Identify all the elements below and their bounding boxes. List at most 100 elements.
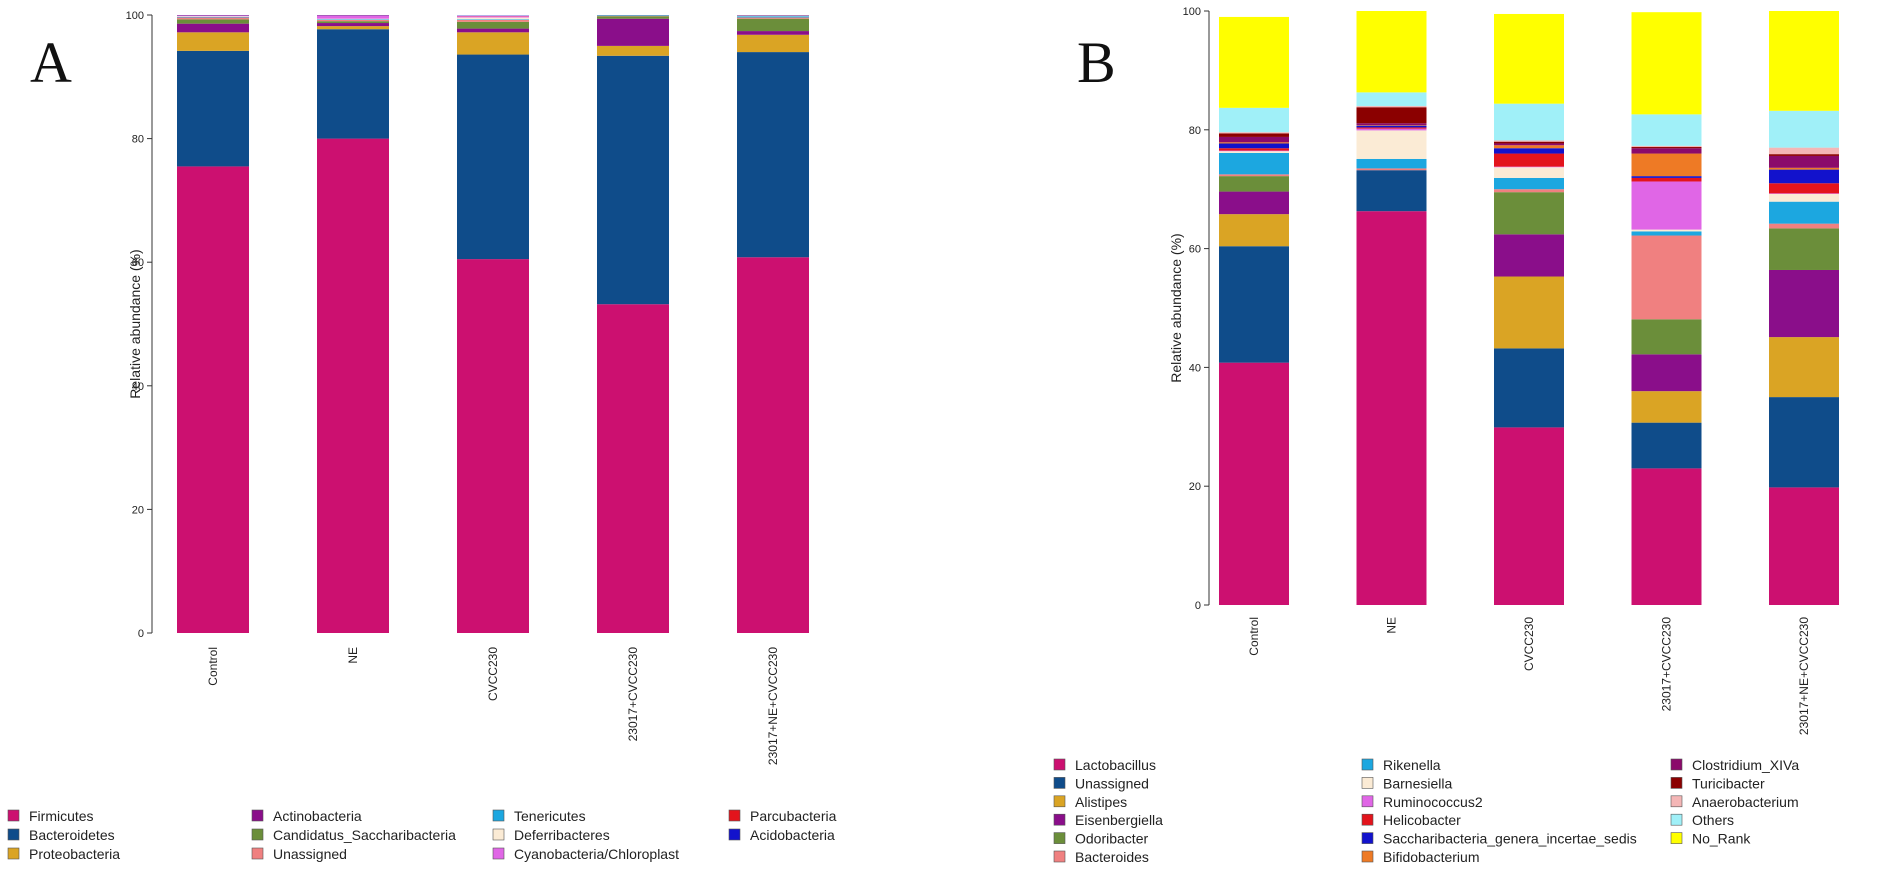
bar-segment-cvcc230-clostridium-xiva [1494, 143, 1564, 146]
legend-swatch [1053, 758, 1066, 771]
legend-swatch [1361, 758, 1374, 771]
legend-label: Cyanobacteria/Chloroplast [514, 846, 679, 862]
bar-segment-23017-ne-cvcc230-rikenella [1769, 201, 1839, 224]
bar-segment-ne-tenericutes [317, 19, 389, 20]
legend-label: Anaerobacterium [1692, 794, 1799, 810]
bar-segment-control-lactobacillus [1219, 362, 1289, 605]
bar-segment-23017-cvcc230-helicobacter [1631, 177, 1702, 182]
bar-segment-23017-cvcc230-barnesiella [1631, 229, 1702, 232]
x-category-label: 23017+CVCC230 [1660, 617, 1674, 712]
legend-label: Candidatus_Saccharibacteria [273, 827, 456, 843]
bar-segment-control-bifidobacterium [1219, 142, 1289, 144]
y-tick-label: 60 [132, 257, 144, 269]
bar-segment-23017-ne-cvcc230-no-rank [1769, 11, 1839, 111]
panel-label: A [30, 30, 72, 95]
legend-swatch [492, 809, 505, 822]
legend-label: Unassigned [1075, 775, 1149, 791]
legend-label: Rikenella [1383, 757, 1441, 773]
bar-segment-23017-ne-cvcc230-anaerobacterium [1769, 147, 1839, 155]
bar-segment-23017-cvcc230-no-rank [1631, 12, 1702, 115]
bar-segment-control-alistipes [1219, 214, 1289, 247]
bar-segment-cvcc230-proteobacteria [457, 32, 529, 55]
y-tick-label: 0 [138, 628, 144, 640]
legend-swatch [1053, 777, 1066, 789]
bar-segment-cvcc230-tenericutes [457, 19, 529, 20]
legend-label: Acidobacteria [750, 827, 835, 843]
bar-segment-control-clostridium-xiva [1219, 136, 1289, 143]
y-axis-label: Relative abundance (%) [1168, 233, 1184, 382]
bar-segment-cvcc230-candidatus-saccharibacteria [457, 21, 529, 29]
bar-segment-control-firmicutes [177, 166, 249, 633]
bar-segment-ne-proteobacteria [317, 26, 389, 30]
legend-swatch [1670, 832, 1683, 844]
y-tick-label: 60 [1189, 244, 1201, 256]
bar-segment-cvcc230-no-rank [1494, 13, 1564, 104]
bar-segment-cvcc230-turicibacter [1494, 141, 1564, 144]
bar-segment-23017-ne-cvcc230-candidatus-saccharibacteria [737, 18, 809, 32]
bar-segment-ne-candidatus-saccharibacteria [317, 21, 389, 24]
bar-segment-ne-rikenella [1356, 158, 1427, 169]
x-category-label: CVCC230 [486, 647, 500, 701]
bar-segment-cvcc230-helicobacter [1494, 153, 1564, 167]
x-category-label: NE [346, 647, 360, 664]
bar-segment-cvcc230-others [1494, 103, 1564, 141]
bar-segment-ne-deferribacteres [317, 18, 389, 20]
bar-segment-cvcc230-eisenbergiella [1494, 234, 1564, 277]
bar-segment-23017-ne-cvcc230-ruminococcus2 [1769, 193, 1839, 194]
bar-segment-23017-ne-cvcc230-helicobacter [1769, 183, 1839, 194]
bar-segment-23017-ne-cvcc230-odoribacter [1769, 228, 1839, 270]
legend-swatch [492, 828, 505, 841]
bar-segment-control-candidatus-saccharibacteria [177, 19, 249, 24]
x-category-label: 23017+NE+CVCC230 [766, 647, 780, 765]
bar-segment-23017-ne-cvcc230-actinobacteria [737, 31, 809, 35]
bar-segment-23017-ne-cvcc230-saccharibacteria-genera-incertae-sedis [1769, 169, 1839, 184]
y-tick-label: 20 [1189, 481, 1201, 493]
bar-segment-cvcc230-bacteroidetes [457, 54, 529, 260]
bar-segment-cvcc230-ruminococcus2 [1494, 166, 1564, 168]
legend-label: Eisenbergiella [1075, 812, 1163, 828]
bar-segment-23017-cvcc230-firmicutes [597, 304, 669, 633]
legend-swatch [251, 847, 264, 860]
bar-segment-control-eisenbergiella [1219, 191, 1289, 215]
legend-label: Turicibacter [1692, 775, 1765, 791]
bar-segment-cvcc230-unassigned [457, 19, 529, 22]
bar-segment-control-odoribacter [1219, 176, 1289, 192]
x-category-label: Control [1247, 617, 1261, 656]
legend-swatch [7, 809, 20, 822]
bar-segment-cvcc230-rikenella [1494, 177, 1564, 190]
legend-label: Ruminococcus2 [1383, 794, 1483, 810]
bar-segment-23017-ne-cvcc230-bacteroidetes [737, 52, 809, 258]
bar-segment-23017-cvcc230-actinobacteria [597, 18, 669, 46]
y-tick-label: 100 [1183, 6, 1201, 18]
legend-swatch [1361, 850, 1374, 863]
y-tick-label: 80 [132, 134, 144, 146]
bar-segment-23017-cvcc230-odoribacter [1631, 319, 1702, 355]
bar-segment-control-turicibacter [1219, 133, 1289, 137]
bar-segment-23017-cvcc230-bifidobacterium [1631, 153, 1702, 177]
legend-label: Unassigned [273, 846, 347, 862]
legend-swatch [728, 809, 741, 822]
legend-swatch [251, 809, 264, 822]
bar-segment-23017-ne-cvcc230-bacteroides [1769, 223, 1839, 229]
legend-label: Bacteroides [1075, 849, 1149, 865]
chart-panel-b: B 0 20 40 60 80 100 Relative abundance (%) Contr… [1053, 6, 1839, 865]
legend-label: Others [1692, 812, 1734, 828]
bar-segment-ne-firmicutes [317, 138, 389, 633]
bar-segment-ne-unassigned [317, 19, 389, 22]
bar-segment-ne-no-rank [1356, 11, 1427, 93]
x-category-label: 23017+CVCC230 [626, 647, 640, 742]
bar-segment-control-actinobacteria [177, 23, 249, 33]
bar-segment-23017-cvcc230-clostridium-xiva [1631, 148, 1702, 154]
bar-segment-23017-ne-cvcc230-deferribacteres [737, 15, 809, 17]
bar-segment-control-saccharibacteria-genera-incertae-sedis [1219, 143, 1289, 149]
bar-segment-control-anaerobacterium [1219, 132, 1289, 134]
legend-label: Saccharibacteria_genera_incertae_sedis [1383, 831, 1637, 847]
y-axis-label: Relative abundance (%) [127, 249, 143, 398]
legend-swatch [1670, 777, 1683, 789]
legend-swatch [1670, 813, 1683, 826]
bar-segment-23017-cvcc230-anaerobacterium [1631, 145, 1702, 148]
bar-segment-23017-cvcc230-rikenella [1631, 231, 1702, 236]
bar-segment-23017-ne-cvcc230-turicibacter [1769, 154, 1839, 156]
bar-segment-cvcc230-lactobacillus [1494, 427, 1564, 605]
bar-segment-23017-cvcc230-turicibacter [1631, 147, 1702, 149]
